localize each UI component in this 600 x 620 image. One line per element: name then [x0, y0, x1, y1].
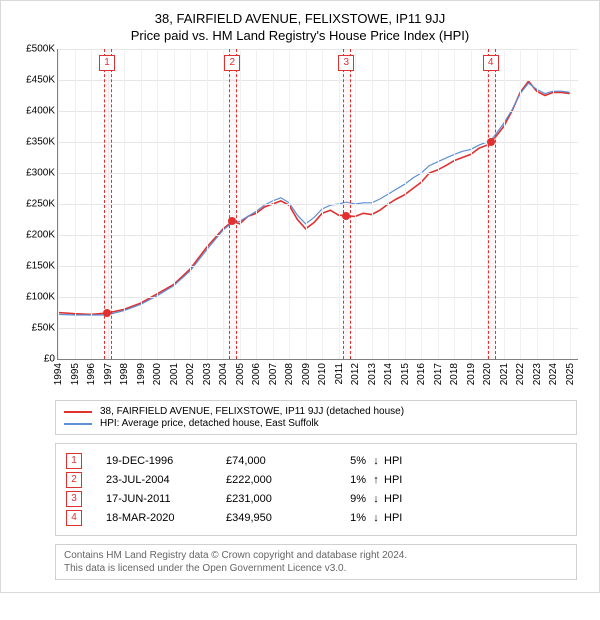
sales-row-hpi-label: HPI [384, 512, 402, 524]
x-axis: 1994199519961997199819992000200120022003… [57, 360, 577, 396]
sales-row-price: £74,000 [226, 455, 326, 467]
x-tick-label: 2025 [565, 363, 576, 385]
x-tick-label: 2002 [185, 363, 196, 385]
sale-dot [103, 309, 111, 317]
chart-wrap: 1 2 3 4 1994 1995 1996 1997 1998 1999 2000 2001 200… [15, 49, 585, 396]
chart-title: 38, FAIRFIELD AVENUE, FELIXSTOWE, IP11 9… [13, 11, 587, 26]
sales-row-pct: 1% [326, 512, 368, 524]
sales-row-hpi-label: HPI [384, 455, 402, 467]
sale-marker-box: 2 [224, 55, 240, 71]
x-tick-label: 2012 [350, 363, 361, 385]
x-tick-label: 2009 [301, 363, 312, 385]
sale-marker-box: 3 [338, 55, 354, 71]
x-tick-label: 2001 [169, 363, 180, 385]
sales-row-price: £231,000 [226, 493, 326, 505]
y-tick-label: £500K [15, 44, 55, 55]
sales-row-marker: 3 [66, 491, 82, 507]
x-tick-label: 2003 [202, 363, 213, 385]
y-tick-label: £300K [15, 168, 55, 179]
x-tick-label: 2004 [218, 363, 229, 385]
x-tick-label: 2021 [499, 363, 510, 385]
x-tick-label: 1999 [136, 363, 147, 385]
x-tick-label: 2010 [317, 363, 328, 385]
sales-row-price: £222,000 [226, 474, 326, 486]
sales-row-pct: 5% [326, 455, 368, 467]
sale-marker-box: 4 [483, 55, 499, 71]
sale-band [343, 49, 351, 359]
legend-label: HPI: Average price, detached house, East… [100, 418, 319, 429]
x-tick-label: 2005 [235, 363, 246, 385]
y-tick-label: £150K [15, 261, 55, 272]
x-tick-label: 2013 [367, 363, 378, 385]
sales-row: 3 17-JUN-2011£231,0009%↓HPI [66, 491, 566, 507]
x-tick-label: 2019 [466, 363, 477, 385]
y-tick-label: £450K [15, 75, 55, 86]
arrow-icon: ↓ [368, 455, 384, 467]
x-tick-label: 2024 [548, 363, 559, 385]
sales-row-hpi-label: HPI [384, 474, 402, 486]
sale-dot [228, 217, 236, 225]
x-tick-label: 2022 [515, 363, 526, 385]
legend-item-price-paid: 38, FAIRFIELD AVENUE, FELIXSTOWE, IP11 9… [64, 406, 568, 417]
sales-row: 1 19-DEC-1996£74,0005%↓HPI [66, 453, 566, 469]
x-tick-label: 2018 [449, 363, 460, 385]
sales-row-hpi-label: HPI [384, 493, 402, 505]
sale-dot [342, 212, 350, 220]
x-tick-label: 2014 [383, 363, 394, 385]
sales-row-pct: 9% [326, 493, 368, 505]
plot-area: 1 2 3 4 [57, 49, 578, 360]
sales-row-price: £349,950 [226, 512, 326, 524]
sales-row-date: 19-DEC-1996 [106, 455, 226, 467]
x-tick-label: 1995 [70, 363, 81, 385]
x-tick-label: 2011 [334, 363, 345, 385]
x-tick-label: 2006 [251, 363, 262, 385]
y-tick-label: £200K [15, 230, 55, 241]
sales-row: 4 18-MAR-2020£349,9501%↓HPI [66, 510, 566, 526]
sale-dot [487, 138, 495, 146]
attribution-line: Contains HM Land Registry data © Crown c… [64, 549, 568, 562]
sales-table: 119-DEC-1996£74,0005%↓HPI223-JUL-2004£22… [55, 443, 577, 536]
y-tick-label: £100K [15, 292, 55, 303]
sales-row-pct: 1% [326, 474, 368, 486]
sales-row-date: 18-MAR-2020 [106, 512, 226, 524]
x-tick-label: 1997 [103, 363, 114, 385]
x-tick-label: 2020 [482, 363, 493, 385]
sale-band [229, 49, 237, 359]
chart-container: 38, FAIRFIELD AVENUE, FELIXSTOWE, IP11 9… [0, 0, 600, 593]
legend-item-hpi: HPI: Average price, detached house, East… [64, 418, 568, 429]
x-tick-label: 2023 [532, 363, 543, 385]
y-tick-label: £250K [15, 199, 55, 210]
x-tick-label: 1996 [86, 363, 97, 385]
legend: 38, FAIRFIELD AVENUE, FELIXSTOWE, IP11 9… [55, 400, 577, 435]
arrow-icon: ↓ [368, 512, 384, 524]
x-tick-label: 2000 [152, 363, 163, 385]
arrow-icon: ↓ [368, 493, 384, 505]
sale-marker-box: 1 [99, 55, 115, 71]
sale-band [488, 49, 496, 359]
attribution-line: This data is licensed under the Open Gov… [64, 562, 568, 575]
x-tick-label: 1998 [119, 363, 130, 385]
sales-row-date: 17-JUN-2011 [106, 493, 226, 505]
sales-row: 2 23-JUL-2004£222,0001%↑HPI [66, 472, 566, 488]
y-tick-label: £400K [15, 106, 55, 117]
x-tick-label: 2017 [433, 363, 444, 385]
y-tick-label: £350K [15, 137, 55, 148]
y-tick-label: £0 [15, 354, 55, 365]
x-tick-label: 2008 [284, 363, 295, 385]
chart-subtitle: Price paid vs. HM Land Registry's House … [13, 28, 587, 43]
sales-row-marker: 4 [66, 510, 82, 526]
x-tick-label: 2016 [416, 363, 427, 385]
y-tick-label: £50K [15, 323, 55, 334]
legend-label: 38, FAIRFIELD AVENUE, FELIXSTOWE, IP11 9… [100, 406, 404, 417]
sales-row-marker: 2 [66, 472, 82, 488]
legend-swatch [64, 423, 92, 425]
attribution: Contains HM Land Registry data © Crown c… [55, 544, 577, 580]
x-tick-label: 2015 [400, 363, 411, 385]
x-tick-label: 2007 [268, 363, 279, 385]
sales-row-date: 23-JUL-2004 [106, 474, 226, 486]
arrow-icon: ↑ [368, 474, 384, 486]
x-tick-label: 1994 [53, 363, 64, 385]
legend-swatch [64, 411, 92, 413]
sales-row-marker: 1 [66, 453, 82, 469]
